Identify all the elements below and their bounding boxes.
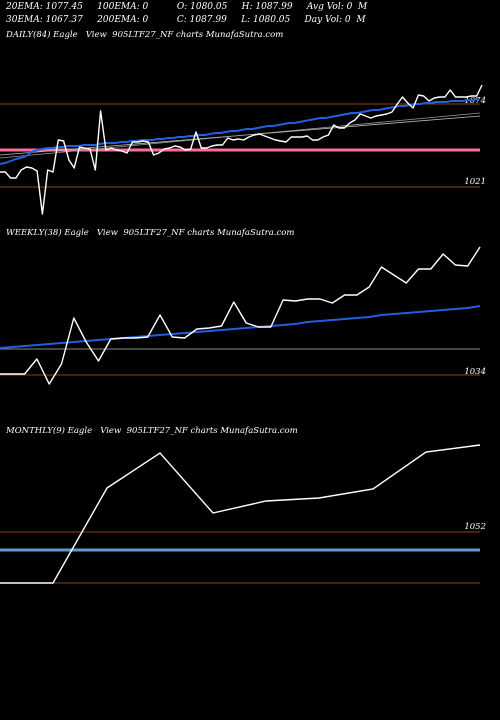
weekly-ytick-1034: 1034 — [464, 367, 486, 377]
daily-price-line — [0, 84, 483, 215]
daily-ytick-1021: 1021 — [464, 177, 486, 187]
weekly-chart-title: WEEKLY(38) Eagle View 905LTF27_NF charts… — [6, 228, 295, 238]
daily-chart-title: DAILY(84) Eagle View 905LTF27_NF charts … — [6, 30, 284, 40]
daily-ema-line — [0, 98, 479, 165]
weekly-ema-line — [0, 305, 481, 349]
monthly-ytick-1052: 1052 — [464, 522, 486, 532]
daily-ytick-1074: 1074 — [464, 96, 486, 106]
monthly-price-line — [0, 444, 481, 584]
header-line-1: 20EMA: 1077.45 100EMA: 0 O: 1080.05 H: 1… — [6, 2, 368, 12]
weekly-price-line — [0, 246, 481, 385]
daily-trendline-2 — [0, 112, 481, 159]
header-line-2: 30EMA: 1067.37 200EMA: 0 C: 1087.99 L: 1… — [6, 15, 366, 25]
monthly-chart-title: MONTHLY(9) Eagle View 905LTF27_NF charts… — [6, 426, 298, 436]
